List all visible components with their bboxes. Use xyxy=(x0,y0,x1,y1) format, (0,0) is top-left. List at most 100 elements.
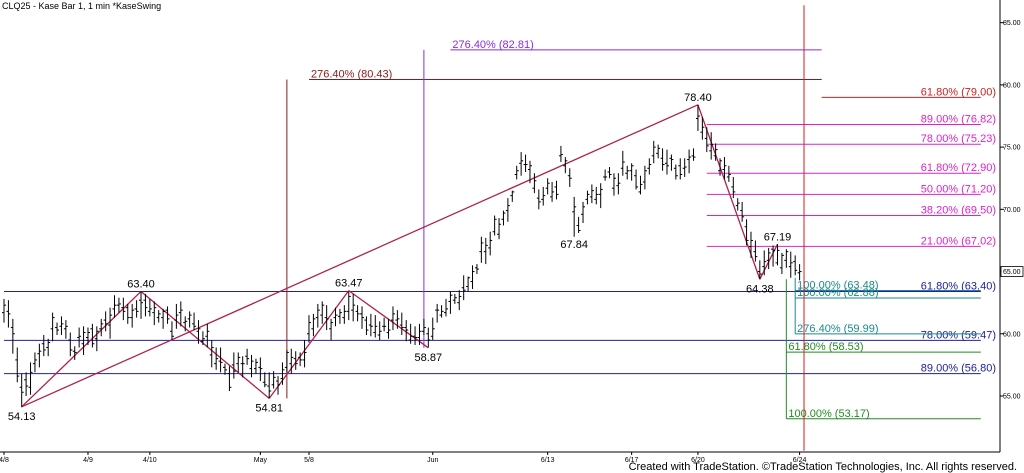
price-tick-label: 60.00 xyxy=(1003,331,1021,338)
ohlc-bar xyxy=(377,321,382,340)
ohlc-bar xyxy=(753,240,758,262)
ohlc-bar xyxy=(558,145,563,163)
ohlc-bar xyxy=(205,323,210,348)
ohlc-bar xyxy=(620,150,625,176)
ohlc-bar xyxy=(165,306,170,324)
swing-wave-line xyxy=(268,290,350,399)
swing-point-label: 67.19 xyxy=(764,231,792,243)
ohlc-bar xyxy=(766,247,771,270)
ohlc-bar xyxy=(192,312,197,331)
ohlc-bar xyxy=(779,252,784,275)
ohlc-bar xyxy=(187,311,192,328)
fib-level-label: 78.00% (75.23) xyxy=(921,133,996,145)
swing-wave-line xyxy=(21,290,142,408)
ohlc-bar xyxy=(550,181,555,202)
fib-level-label: 276.40% (82.81) xyxy=(452,39,533,51)
ohlc-bar xyxy=(183,316,188,332)
ohlc-bar xyxy=(360,306,365,329)
date-tick-label: 6/17 xyxy=(625,457,639,464)
ohlc-bar xyxy=(647,158,652,175)
swing-point-label: 67.84 xyxy=(560,239,588,251)
ohlc-bar xyxy=(112,295,117,318)
ohlc-bar xyxy=(386,318,391,339)
ohlc-bar xyxy=(15,347,20,383)
ohlc-bar xyxy=(726,165,731,182)
date-axis: 4/8 4/9 4/10 May 5/8 Jun 6/13 6/17 6/20 6/24 xyxy=(0,452,807,464)
ohlc-bar xyxy=(532,173,537,194)
ohlc-bar xyxy=(625,165,630,180)
ohlc-bar xyxy=(536,189,541,210)
date-tick-label: 4/8 xyxy=(0,457,9,464)
ohlc-bar xyxy=(116,297,121,313)
ohlc-bar xyxy=(492,215,497,236)
ohlc-bar xyxy=(77,327,82,348)
ohlc-bar xyxy=(757,260,762,280)
ohlc-bar xyxy=(691,148,696,161)
ohlc-bar xyxy=(306,315,311,343)
date-tick-label: 4/10 xyxy=(143,457,157,464)
ohlc-bar xyxy=(342,305,347,324)
ohlc-bar xyxy=(408,323,413,344)
ohlc-bar xyxy=(629,163,634,181)
date-tick-label: Jun xyxy=(427,457,438,464)
ohlc-bar xyxy=(457,290,462,311)
ohlc-bar xyxy=(576,216,581,233)
ohlc-bar xyxy=(227,366,232,392)
ohlc-bar xyxy=(253,358,258,374)
swing-wave-line xyxy=(140,290,270,399)
ohlc-bar xyxy=(510,190,515,202)
ohlc-bar xyxy=(108,307,113,339)
ohlc-bar xyxy=(426,327,431,348)
ohlc-bar xyxy=(452,293,457,304)
ohlc-bar xyxy=(656,144,661,159)
chart-title: CLQ25 - Kase Bar 1, 1 min *KaseSwing xyxy=(2,1,161,11)
ohlc-bar xyxy=(139,291,144,319)
ohlc-bar xyxy=(718,158,723,176)
ohlc-bar xyxy=(545,178,550,195)
ohlc-bar xyxy=(660,148,665,171)
swing-point-label: 78.40 xyxy=(684,92,712,104)
ohlc-bar xyxy=(245,348,250,365)
date-tick-label: May xyxy=(254,457,268,464)
ohlc-bar xyxy=(673,164,678,180)
ohlc-bar xyxy=(289,348,294,374)
ohlc-bar xyxy=(501,210,506,226)
ohlc-bar xyxy=(262,372,267,388)
ohlc-bar xyxy=(329,318,334,340)
ohlc-bar xyxy=(130,303,135,328)
price-tick-label: 85.00 xyxy=(1003,20,1021,27)
ohlc-bar xyxy=(337,308,342,324)
ohlc-bar xyxy=(200,331,205,345)
ohlc-bar xyxy=(267,372,272,399)
ohlc-bar xyxy=(413,326,418,345)
ohlc-bar xyxy=(687,149,692,174)
ohlc-bar xyxy=(479,236,484,263)
ohlc-bar xyxy=(563,157,568,174)
ohlc-bar xyxy=(788,251,793,278)
ohlc-bar xyxy=(156,310,161,323)
ohlc-bar xyxy=(784,249,789,268)
ohlc-bar xyxy=(740,201,745,222)
swing-point-label: 63.47 xyxy=(335,278,363,290)
ohlc-bar xyxy=(41,335,46,357)
last-price-label: 65.00 xyxy=(1003,269,1021,276)
ohlc-bar xyxy=(333,307,338,327)
ohlc-bar xyxy=(276,376,281,395)
ohlc-bar xyxy=(85,327,90,345)
ohlc-bar xyxy=(404,320,409,342)
ohlc-bar xyxy=(731,176,736,199)
ohlc-bar xyxy=(439,305,444,318)
ohlc-bar xyxy=(284,349,289,373)
ohlc-bar xyxy=(143,293,148,317)
fib-level-label: 89.00% (76.82) xyxy=(921,113,996,125)
fib-level-label: 100.00% (53.17) xyxy=(788,408,869,420)
fib-level-label: 50.00% (71.20) xyxy=(921,183,996,195)
price-bars xyxy=(2,104,802,408)
ohlc-bar xyxy=(134,300,139,318)
ohlc-bar xyxy=(669,154,674,171)
date-tick-label: 6/24 xyxy=(793,457,807,464)
date-tick-label: 6/20 xyxy=(691,457,705,464)
ohlc-bar xyxy=(421,318,426,336)
fib-level-label: 21.00% (67.02) xyxy=(921,235,996,247)
fib-level-label: 61.80% (72.90) xyxy=(921,162,996,174)
